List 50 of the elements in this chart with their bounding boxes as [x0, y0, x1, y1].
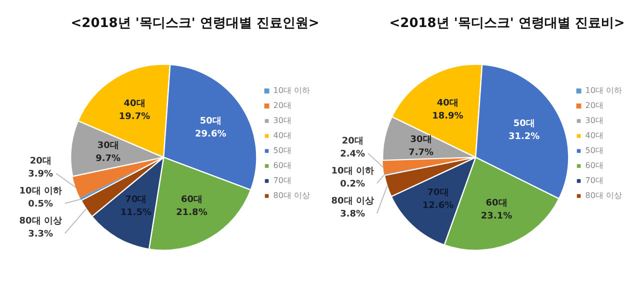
legend-label: 10대 이하: [273, 86, 310, 96]
slice-label: 30대: [410, 135, 432, 146]
slice-label: 60대: [486, 198, 508, 208]
data-label: 3.3%: [28, 230, 54, 240]
legend-label: 80대 이상: [585, 191, 622, 200]
data-label: 23.1%: [480, 211, 512, 222]
slice-label: 20대: [342, 136, 364, 147]
data-label: 31.2%: [508, 132, 540, 142]
data-label: 21.8%: [176, 208, 208, 218]
data-label: 2.4%: [340, 150, 366, 160]
legend-label: 60대: [273, 161, 292, 170]
slice-label: 70대: [427, 188, 449, 198]
legend-label: 10대 이하: [585, 86, 622, 96]
legend-label: 40대: [585, 131, 604, 140]
legend-label: 30대: [273, 116, 292, 126]
legend-label: 50대: [585, 146, 604, 156]
slice-label: 30대: [97, 141, 119, 152]
legend-label: 20대: [585, 101, 604, 110]
legend-label: 40대: [273, 131, 292, 140]
slice-label: 80대 이상: [19, 216, 62, 227]
data-label: 7.7%: [408, 148, 434, 158]
chart-title: <2018년 '목디스크' 연령대별 진료비>: [389, 16, 625, 32]
data-label: 3.9%: [28, 170, 54, 180]
slice-label: 10대 이하: [19, 186, 62, 197]
data-label: 9.7%: [96, 154, 121, 164]
data-label: 18.9%: [432, 111, 464, 122]
slice-label: 50대: [513, 118, 535, 129]
slice-label: 10대 이하: [331, 166, 374, 177]
chart-title: <2018년 '목디스크' 연령대별 진료인원>: [70, 16, 320, 32]
slice-label: 40대: [124, 99, 146, 110]
data-label: 0.5%: [28, 200, 54, 210]
legend-label: 20대: [273, 101, 292, 110]
legend-label: 80대 이상: [273, 191, 310, 200]
data-label: 12.6%: [422, 200, 454, 211]
legend-label: 70대: [273, 176, 292, 186]
slice-label: 70대: [125, 195, 147, 206]
slice-label: 40대: [436, 98, 458, 108]
legend-label: 30대: [585, 116, 604, 126]
slice-label: 80대 이상: [331, 196, 374, 207]
data-label: 0.2%: [340, 180, 366, 190]
data-label: 19.7%: [118, 112, 150, 122]
slice-label: 20대: [30, 156, 52, 167]
data-label: 29.6%: [194, 129, 226, 140]
slice-label: 60대: [180, 194, 202, 205]
data-label: 3.8%: [340, 210, 366, 220]
legend-label: 50대: [273, 146, 292, 156]
slice-label: 50대: [200, 116, 222, 126]
legend-label: 60대: [585, 161, 604, 170]
legend-label: 70대: [585, 176, 604, 186]
data-label: 11.5%: [120, 208, 152, 218]
